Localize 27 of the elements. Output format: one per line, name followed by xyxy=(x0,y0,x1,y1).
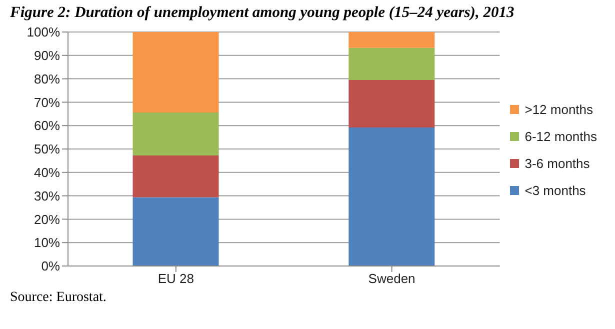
y-tick-label: 60% xyxy=(34,118,60,134)
bar xyxy=(132,32,219,112)
y-tick-label: 50% xyxy=(34,142,60,157)
legend-label: >12 months xyxy=(524,102,594,117)
bar xyxy=(132,197,219,266)
y-tick-label: 90% xyxy=(34,48,60,64)
x-tick-label: EU 28 xyxy=(158,271,194,286)
y-tick-label: 20% xyxy=(34,212,60,227)
bar xyxy=(132,112,219,156)
legend-label: 6-12 months xyxy=(524,129,597,144)
y-tick-label: 40% xyxy=(34,165,60,180)
y-tick-label: 80% xyxy=(34,71,60,86)
bar xyxy=(348,80,435,128)
bar xyxy=(348,48,435,80)
bar xyxy=(348,127,435,266)
y-tick-label: 0% xyxy=(41,258,60,274)
x-tick-label: Sweden xyxy=(368,271,416,286)
bar xyxy=(348,32,435,48)
y-tick-label: 30% xyxy=(34,188,60,204)
source-note: Source: Eurostat. xyxy=(10,290,108,306)
chart-title: Figure 2: Duration of unemployment among young people (15–24 years), 2013 xyxy=(10,4,516,22)
legend-label: <3 months xyxy=(524,183,586,198)
y-tick-label: 100% xyxy=(26,24,60,40)
bar xyxy=(132,156,219,198)
legend-label: 3-6 months xyxy=(524,156,590,171)
y-tick-label: 70% xyxy=(34,94,60,110)
y-tick-label: 10% xyxy=(34,235,60,250)
